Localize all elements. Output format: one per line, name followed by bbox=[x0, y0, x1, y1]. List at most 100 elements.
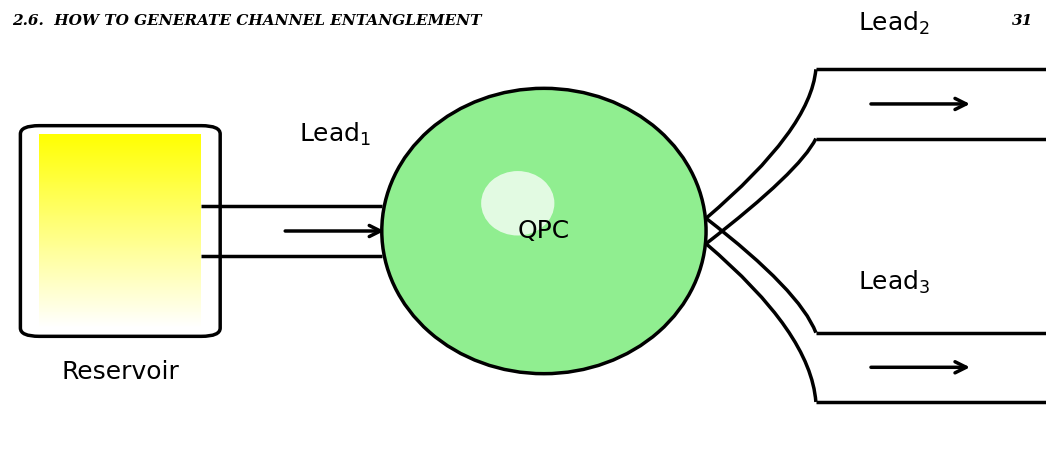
Bar bbox=[40, 143, 201, 144]
Bar bbox=[40, 174, 201, 175]
Bar bbox=[40, 284, 201, 286]
Bar bbox=[40, 152, 201, 153]
Bar bbox=[40, 159, 201, 160]
Bar bbox=[40, 196, 201, 197]
Bar bbox=[40, 194, 201, 195]
Bar bbox=[40, 298, 201, 299]
Bar bbox=[40, 225, 201, 226]
Bar bbox=[40, 203, 201, 204]
Bar bbox=[40, 311, 201, 312]
Bar bbox=[40, 260, 201, 261]
Bar bbox=[40, 185, 201, 186]
Bar bbox=[40, 207, 201, 208]
Bar bbox=[40, 320, 201, 321]
Bar bbox=[40, 261, 201, 262]
Bar bbox=[40, 229, 201, 230]
Bar bbox=[40, 136, 201, 137]
Bar bbox=[40, 231, 201, 232]
Bar bbox=[40, 236, 201, 237]
Bar bbox=[40, 178, 201, 179]
Bar bbox=[40, 148, 201, 150]
Bar bbox=[40, 288, 201, 289]
Bar bbox=[40, 253, 201, 254]
Bar bbox=[40, 325, 201, 326]
Ellipse shape bbox=[382, 88, 706, 374]
Bar bbox=[40, 154, 201, 155]
Bar bbox=[40, 146, 201, 147]
Bar bbox=[40, 293, 201, 294]
Text: Lead$_2$: Lead$_2$ bbox=[859, 10, 930, 37]
Bar bbox=[40, 189, 201, 190]
Bar bbox=[40, 277, 201, 278]
Bar bbox=[40, 221, 201, 222]
Bar bbox=[40, 249, 201, 250]
Bar bbox=[40, 294, 201, 295]
Bar bbox=[40, 170, 201, 171]
Bar bbox=[40, 278, 201, 279]
Bar bbox=[40, 135, 201, 136]
Bar bbox=[40, 300, 201, 301]
Bar bbox=[40, 258, 201, 259]
Bar bbox=[40, 282, 201, 283]
Bar bbox=[40, 268, 201, 269]
Bar bbox=[40, 171, 201, 172]
Text: Lead$_1$: Lead$_1$ bbox=[298, 121, 371, 148]
Bar bbox=[40, 276, 201, 277]
Bar bbox=[40, 238, 201, 239]
Bar bbox=[40, 213, 201, 214]
Bar bbox=[40, 160, 201, 161]
Bar bbox=[40, 220, 201, 221]
Bar bbox=[40, 163, 201, 164]
Bar bbox=[40, 269, 201, 270]
Bar bbox=[40, 290, 201, 291]
Bar bbox=[40, 255, 201, 256]
Bar bbox=[40, 164, 201, 165]
Bar bbox=[40, 158, 201, 159]
Bar bbox=[40, 324, 201, 325]
Text: Lead$_3$: Lead$_3$ bbox=[858, 268, 931, 296]
Bar bbox=[40, 155, 201, 156]
Bar bbox=[40, 272, 201, 273]
Bar bbox=[40, 205, 201, 206]
Bar bbox=[40, 209, 201, 210]
Bar bbox=[40, 232, 201, 233]
Bar bbox=[40, 165, 201, 166]
Bar bbox=[40, 188, 201, 189]
Bar bbox=[40, 321, 201, 322]
Bar bbox=[40, 166, 201, 167]
Bar bbox=[40, 264, 201, 265]
Bar bbox=[40, 226, 201, 227]
Bar bbox=[40, 186, 201, 188]
Bar bbox=[40, 287, 201, 288]
Bar bbox=[40, 302, 201, 303]
Bar bbox=[40, 140, 201, 141]
Bar bbox=[40, 198, 201, 199]
Bar bbox=[40, 150, 201, 151]
Bar bbox=[40, 138, 201, 139]
Bar bbox=[40, 271, 201, 272]
Bar bbox=[40, 206, 201, 207]
Bar bbox=[40, 169, 201, 170]
Bar bbox=[40, 317, 201, 318]
Bar bbox=[40, 281, 201, 282]
Bar bbox=[40, 202, 201, 203]
Bar bbox=[40, 191, 201, 192]
Bar bbox=[40, 210, 201, 211]
Bar bbox=[40, 157, 201, 158]
Bar bbox=[40, 266, 201, 267]
Bar bbox=[40, 303, 201, 304]
Bar bbox=[40, 181, 201, 182]
Bar bbox=[40, 156, 201, 157]
Bar bbox=[40, 211, 201, 212]
Bar bbox=[40, 227, 201, 228]
Bar bbox=[40, 312, 201, 313]
Bar bbox=[40, 137, 201, 138]
Bar bbox=[40, 199, 201, 200]
Bar bbox=[40, 306, 201, 307]
Bar bbox=[40, 142, 201, 143]
Text: QPC: QPC bbox=[518, 219, 570, 243]
Bar bbox=[40, 315, 201, 316]
Bar bbox=[40, 176, 201, 177]
Bar bbox=[40, 310, 201, 311]
Bar bbox=[40, 301, 201, 302]
